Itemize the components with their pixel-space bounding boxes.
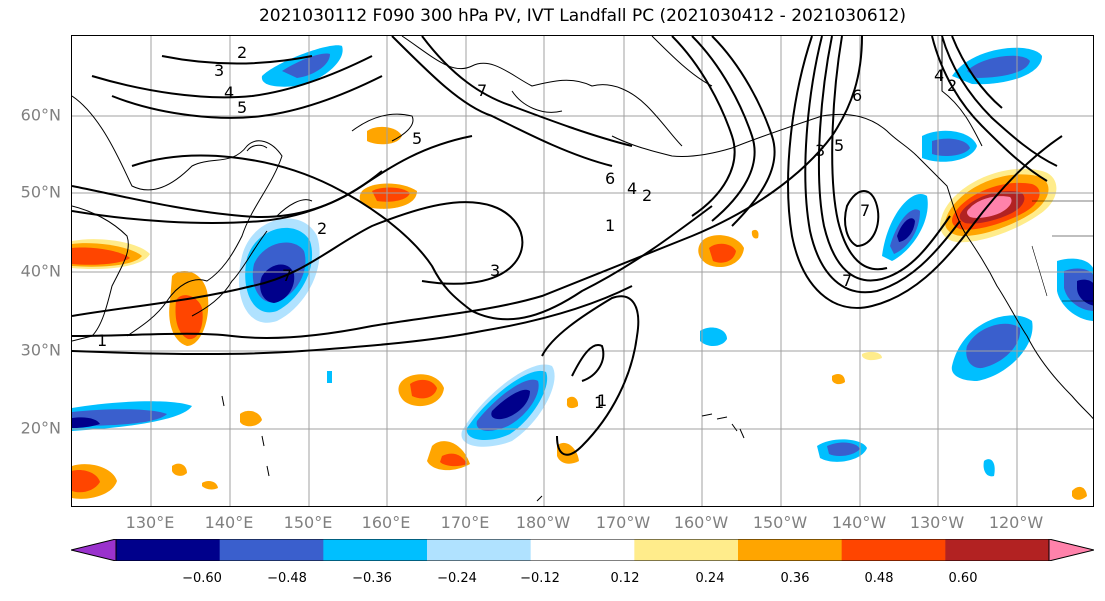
colorbar-tick: 0.12 xyxy=(610,571,640,586)
lon-label-160e: 160°E xyxy=(361,513,411,532)
colorbar xyxy=(71,539,1094,561)
map-svg: 2 3 4 5 5 7 6 4 2 1 3 2 1 1 7 1 3 5 6 7 … xyxy=(72,36,1093,506)
colorbar-tick: −0.12 xyxy=(520,571,560,586)
colorbar-tick: −0.60 xyxy=(182,571,222,586)
contour-labels: 2 3 4 5 5 7 6 4 2 1 3 2 1 1 7 1 3 5 6 7 … xyxy=(97,43,957,412)
lat-label-20n: 20°N xyxy=(20,418,61,438)
contour-label: 1 xyxy=(605,216,615,235)
contour-label: 7 xyxy=(282,266,292,285)
colorbar-tick: 0.60 xyxy=(948,571,978,586)
lon-label-140w: 140°W xyxy=(831,513,887,532)
contour-label: 2 xyxy=(237,43,247,62)
lon-label-140e: 140°E xyxy=(204,513,254,532)
colorbar-segment xyxy=(841,539,946,561)
pv-contours xyxy=(72,36,1063,456)
ivt-anomaly-fills xyxy=(72,45,1093,500)
lon-label-170w: 170°W xyxy=(595,513,651,532)
coastlines xyxy=(72,36,1093,502)
contour-label: 6 xyxy=(852,86,862,105)
contour-label: 3 xyxy=(815,141,825,160)
colorbar-extend-low xyxy=(71,539,116,561)
colorbar-segment xyxy=(116,539,221,561)
lon-label-150w: 150°W xyxy=(752,513,808,532)
colorbar-segment xyxy=(219,539,324,561)
contour-label: 1 xyxy=(597,391,607,410)
colorbar-segment xyxy=(427,539,532,561)
contour-label: 5 xyxy=(412,129,422,148)
lat-label-60n: 60°N xyxy=(20,105,61,125)
lat-label-40n: 40°N xyxy=(20,261,61,281)
contour-label: 2 xyxy=(642,186,652,205)
contour-label: 1 xyxy=(97,331,107,350)
contour-label: 2 xyxy=(947,76,957,95)
colorbar-segment xyxy=(530,539,635,561)
colorbar-tick: 0.36 xyxy=(780,571,810,586)
contour-label: 5 xyxy=(237,98,247,117)
graticule xyxy=(72,36,1093,506)
contour-label: 4 xyxy=(627,179,637,198)
colorbar-tick: 0.48 xyxy=(864,571,894,586)
contour-label: 3 xyxy=(214,61,224,80)
contour-label: 4 xyxy=(934,66,944,85)
colorbar-tick: −0.24 xyxy=(437,571,477,586)
colorbar-segment xyxy=(634,539,739,561)
colorbar-segment xyxy=(945,539,1050,561)
colorbar-tick: −0.36 xyxy=(352,571,392,586)
contour-label: 4 xyxy=(224,83,234,102)
contour-label: 3 xyxy=(490,261,500,280)
lon-label-130e: 130°E xyxy=(125,513,175,532)
colorbar-extend-high xyxy=(1049,539,1094,561)
lat-label-50n: 50°N xyxy=(20,182,61,202)
colorbar-tick: 0.24 xyxy=(695,571,725,586)
lat-label-30n: 30°N xyxy=(20,340,61,360)
contour-label: 2 xyxy=(317,219,327,238)
contour-label: 7 xyxy=(477,81,487,100)
contour-label: 1 xyxy=(594,393,604,412)
colorbar-segment xyxy=(323,539,428,561)
lon-label-170e: 170°E xyxy=(440,513,490,532)
map-title: 2021030112 F090 300 hPa PV, IVT Landfall… xyxy=(258,6,906,26)
contour-label: 5 xyxy=(834,136,844,155)
lon-label-150e: 150°E xyxy=(283,513,333,532)
contour-label: 7 xyxy=(842,271,852,290)
lon-label-180w: 180°W xyxy=(515,513,571,532)
lon-label-130w: 130°W xyxy=(909,513,965,532)
lon-label-120w: 120°W xyxy=(988,513,1044,532)
lon-label-160w: 160°W xyxy=(673,513,729,532)
contour-label: 6 xyxy=(605,169,615,188)
contour-label: 7 xyxy=(860,201,870,220)
map-panel: 2 3 4 5 5 7 6 4 2 1 3 2 1 1 7 1 3 5 6 7 … xyxy=(71,35,1094,507)
colorbar-tick: −0.48 xyxy=(267,571,307,586)
colorbar-segment xyxy=(738,539,843,561)
